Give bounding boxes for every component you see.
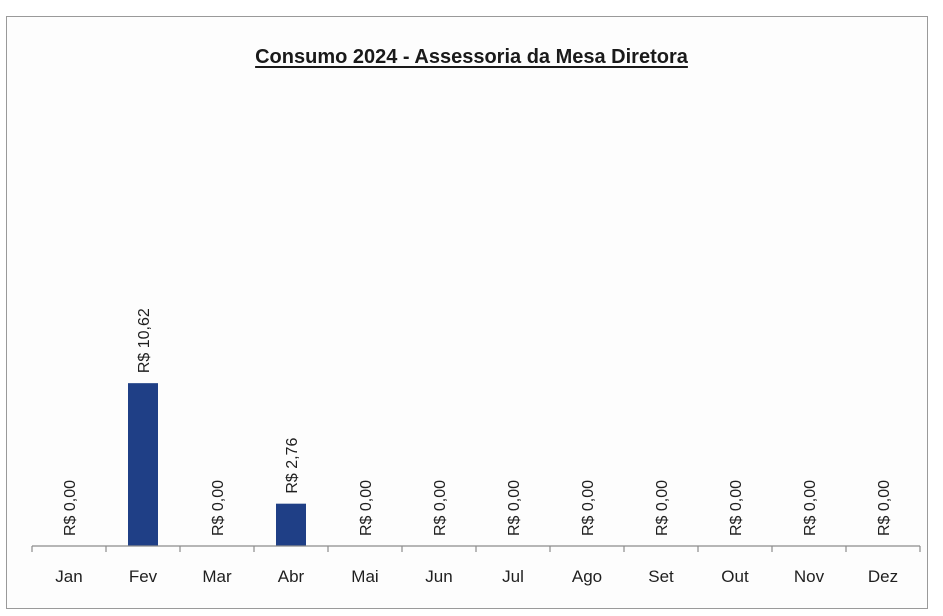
x-tick-label-jan: Jan [55, 567, 82, 586]
x-tick-label-out: Out [721, 567, 749, 586]
chart-frame [6, 16, 928, 609]
data-label-set: R$ 0,00 [654, 480, 671, 536]
x-tick-label-jul: Jul [502, 567, 524, 586]
x-tick-label-mar: Mar [202, 567, 232, 586]
data-label-abr: R$ 2,76 [284, 438, 301, 494]
x-tick-label-dez: Dez [868, 567, 898, 586]
data-label-jun: R$ 0,00 [432, 480, 449, 536]
data-label-mai: R$ 0,00 [358, 480, 375, 536]
x-tick-label-abr: Abr [278, 567, 305, 586]
x-tick-label-ago: Ago [572, 567, 602, 586]
data-label-dez: R$ 0,00 [876, 480, 893, 536]
x-axis: Jan Fev Mar Abr Mai Jun Jul Ago Set Out Nov Dez [31, 545, 921, 586]
data-label-nov: R$ 0,00 [802, 480, 819, 536]
data-label-jan: R$ 0,00 [62, 480, 79, 536]
chart-title: Consumo 2024 - Assessoria da Mesa Direto… [255, 46, 688, 68]
bar-fev [128, 383, 158, 546]
data-label-ago: R$ 0,00 [580, 480, 597, 536]
x-tick-label-set: Set [648, 567, 674, 586]
data-labels-layer: R$ 0,00 R$ 10,62 R$ 0,00 R$ 2,76 R$ 0,00 R$ 0… [62, 308, 893, 536]
x-tick-label-nov: Nov [794, 567, 825, 586]
data-label-mar: R$ 0,00 [210, 480, 227, 536]
bar-abr [276, 503, 306, 546]
x-tick-label-jun: Jun [425, 567, 452, 586]
data-label-jul: R$ 0,00 [506, 480, 523, 536]
bars-layer [128, 383, 306, 546]
x-tick-label-mai: Mai [351, 567, 378, 586]
x-tick-label-fev: Fev [129, 567, 158, 586]
data-label-out: R$ 0,00 [728, 480, 745, 536]
data-label-fev: R$ 10,62 [136, 308, 153, 373]
